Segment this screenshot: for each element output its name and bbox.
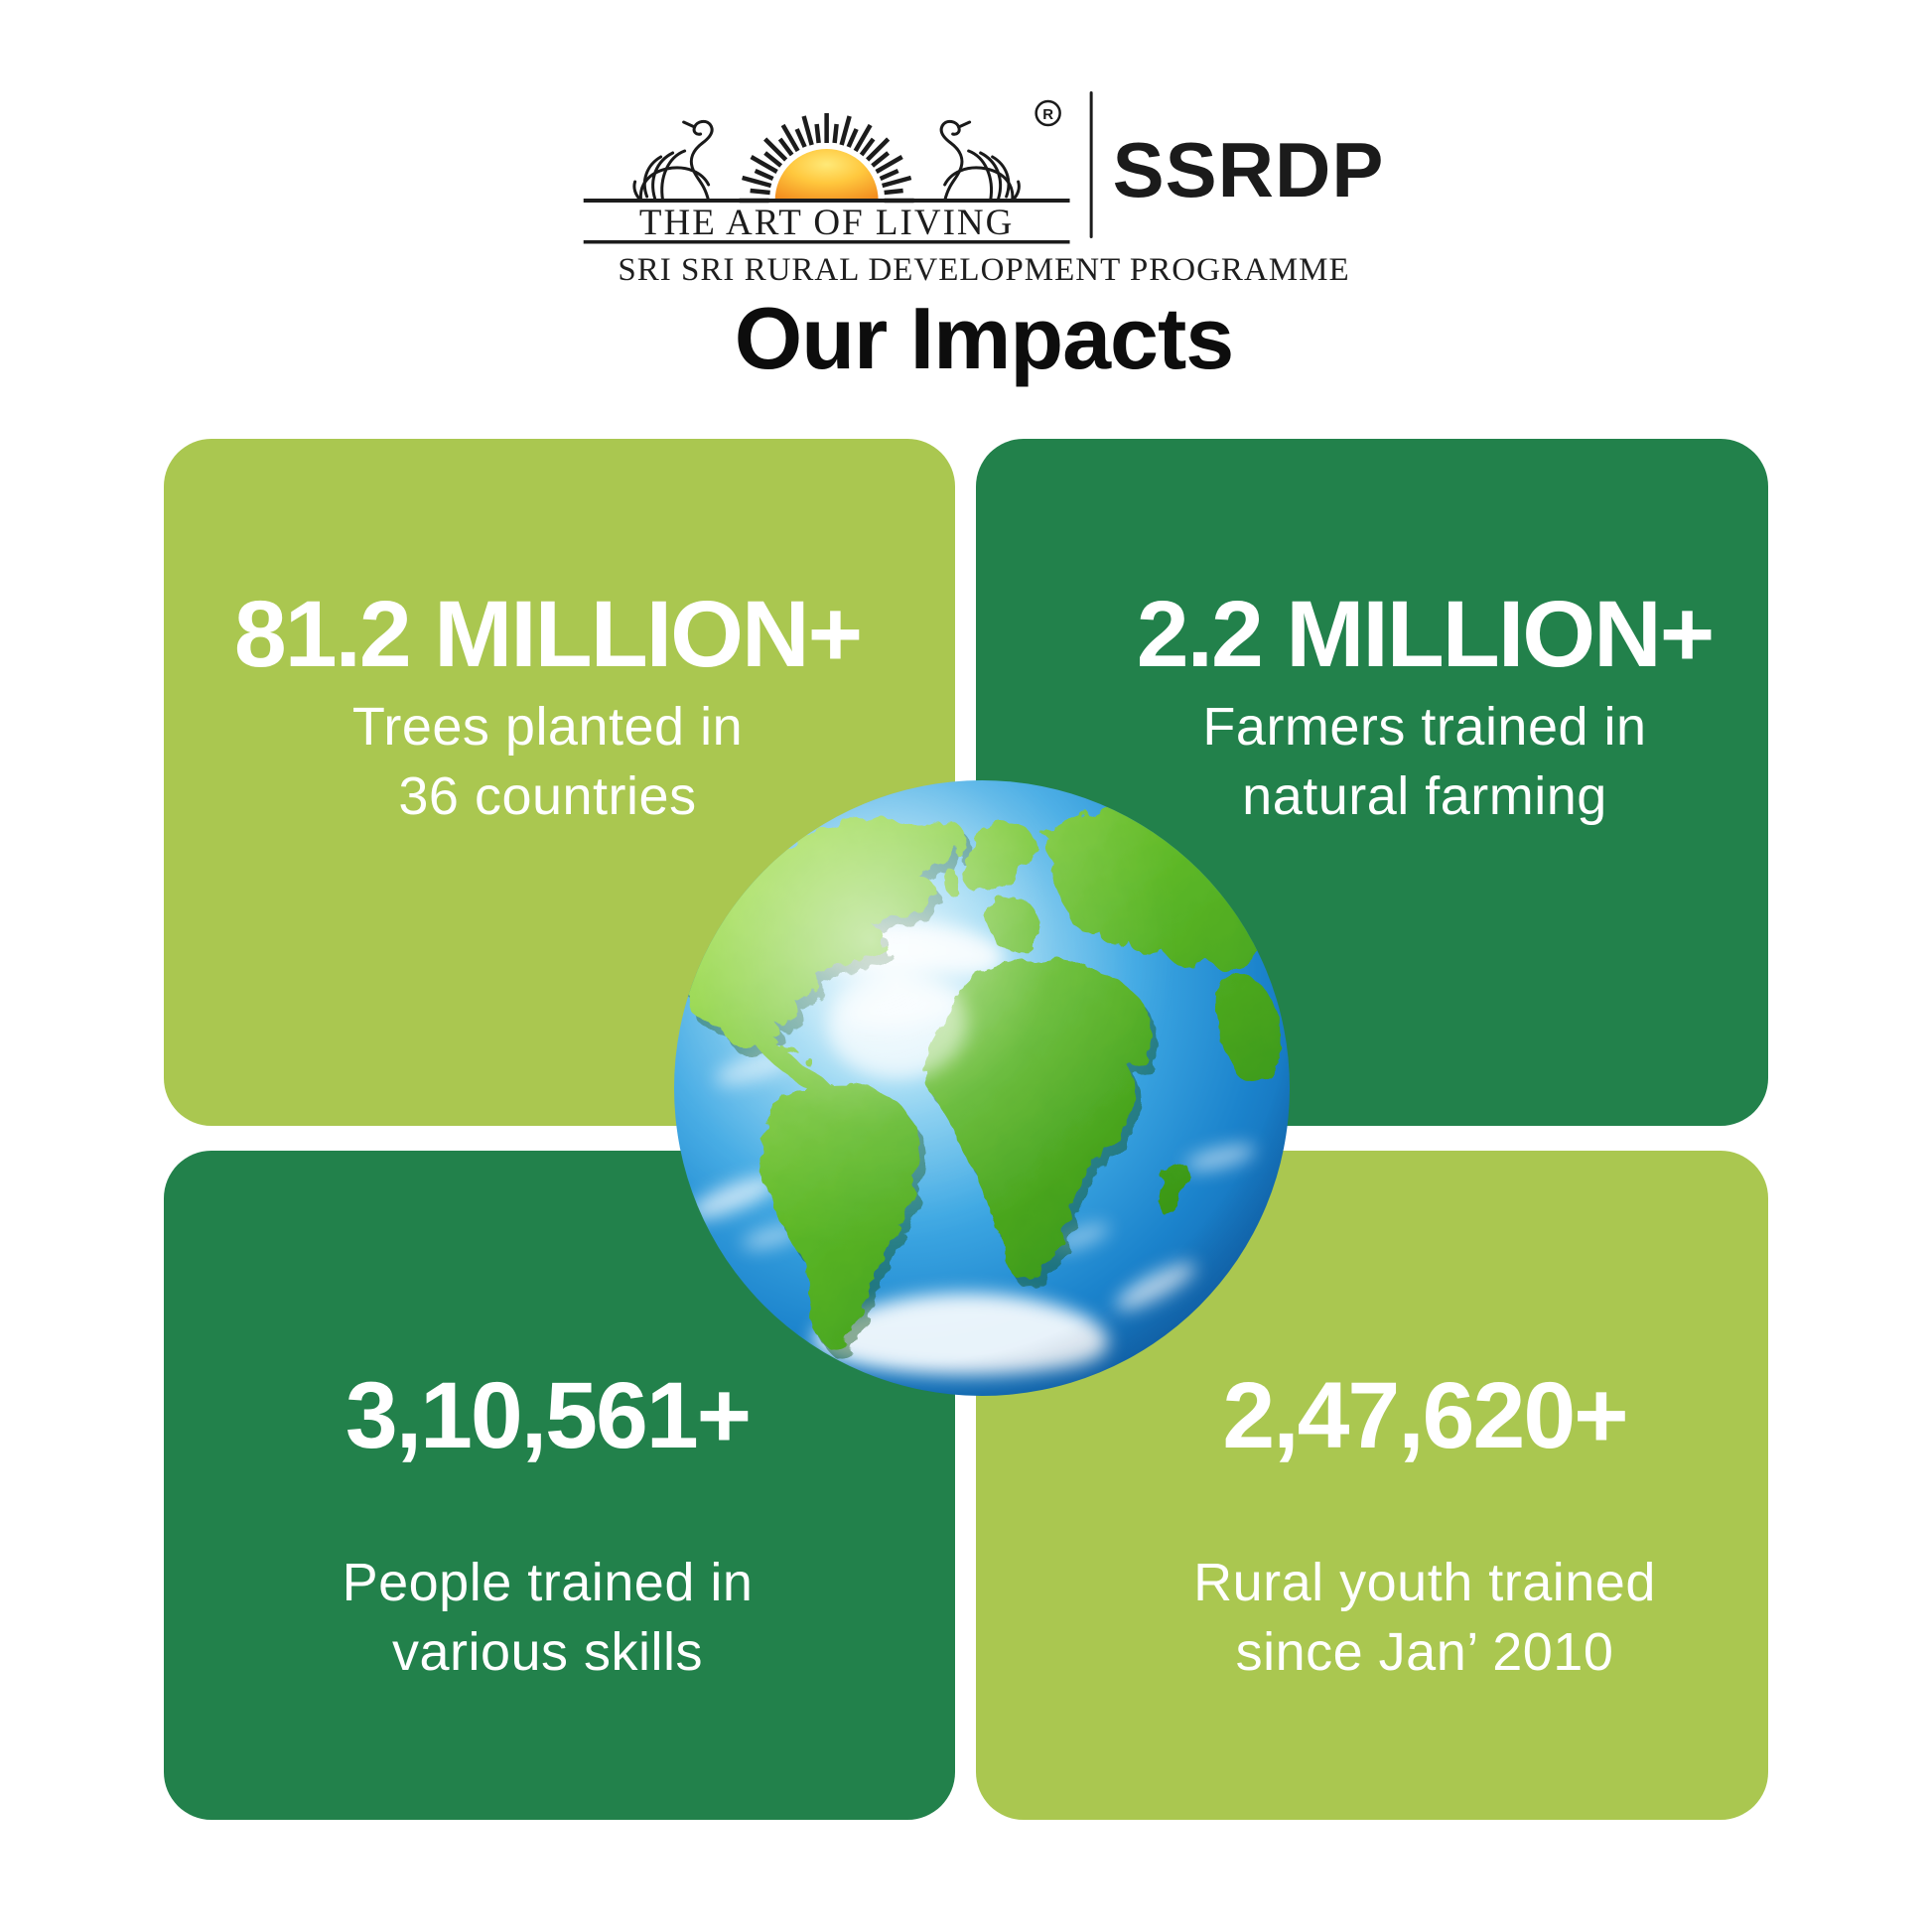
page-title: Our Impacts bbox=[734, 289, 1234, 387]
logo-divider bbox=[1089, 91, 1093, 238]
org-full-name: SRI SRI RURAL DEVELOPMENT PROGRAMME bbox=[618, 252, 1350, 288]
globe-rim-shading bbox=[674, 780, 1290, 1396]
stat-value: 2.2 MILLION+ bbox=[1136, 582, 1715, 687]
stat-description-line: Farmers trained in bbox=[1202, 697, 1647, 757]
logo-rule-bottom bbox=[583, 240, 1070, 244]
art-of-living-logo-mark: R THE ART OF LIVING bbox=[583, 99, 1070, 244]
registered-mark-letter: R bbox=[1042, 106, 1053, 123]
header: R THE ART OF LIVING SSRDP SRI SRI RURAL … bbox=[583, 85, 1385, 387]
stat-description: Rural youth trained since Jan’ 2010 bbox=[1193, 1548, 1656, 1687]
stat-description: Farmers trained in natural farming bbox=[1202, 692, 1646, 831]
stat-description: Trees planted in 36 countries bbox=[352, 692, 743, 831]
stat-description: People trained in various skills bbox=[343, 1548, 754, 1687]
brand-name: THE ART OF LIVING bbox=[639, 203, 1014, 243]
swan-icon bbox=[939, 119, 1021, 203]
stat-description-line: various skills bbox=[391, 1622, 704, 1683]
registered-trademark-icon: R bbox=[1035, 99, 1061, 127]
org-abbreviation: SSRDP bbox=[1112, 125, 1385, 213]
art-of-living-logo: R THE ART OF LIVING SSRDP bbox=[583, 85, 1385, 244]
stat-description-line: Trees planted in bbox=[351, 697, 744, 757]
stat-description-line: since Jan’ 2010 bbox=[1235, 1622, 1614, 1683]
stat-value: 81.2 MILLION+ bbox=[233, 582, 863, 687]
stat-description-line: People trained in bbox=[342, 1553, 754, 1612]
swan-icon bbox=[632, 119, 714, 203]
earth-globe-image bbox=[674, 780, 1290, 1396]
stat-description-line: Rural youth trained bbox=[1193, 1553, 1656, 1612]
stat-value: 3,10,561+ bbox=[345, 1363, 752, 1468]
logo-rule-top bbox=[583, 199, 1070, 203]
sun-icon bbox=[739, 113, 914, 204]
stat-description-line: natural farming bbox=[1242, 766, 1607, 827]
stat-description-line: 36 countries bbox=[398, 766, 697, 827]
stat-value: 2,47,620+ bbox=[1222, 1363, 1628, 1468]
